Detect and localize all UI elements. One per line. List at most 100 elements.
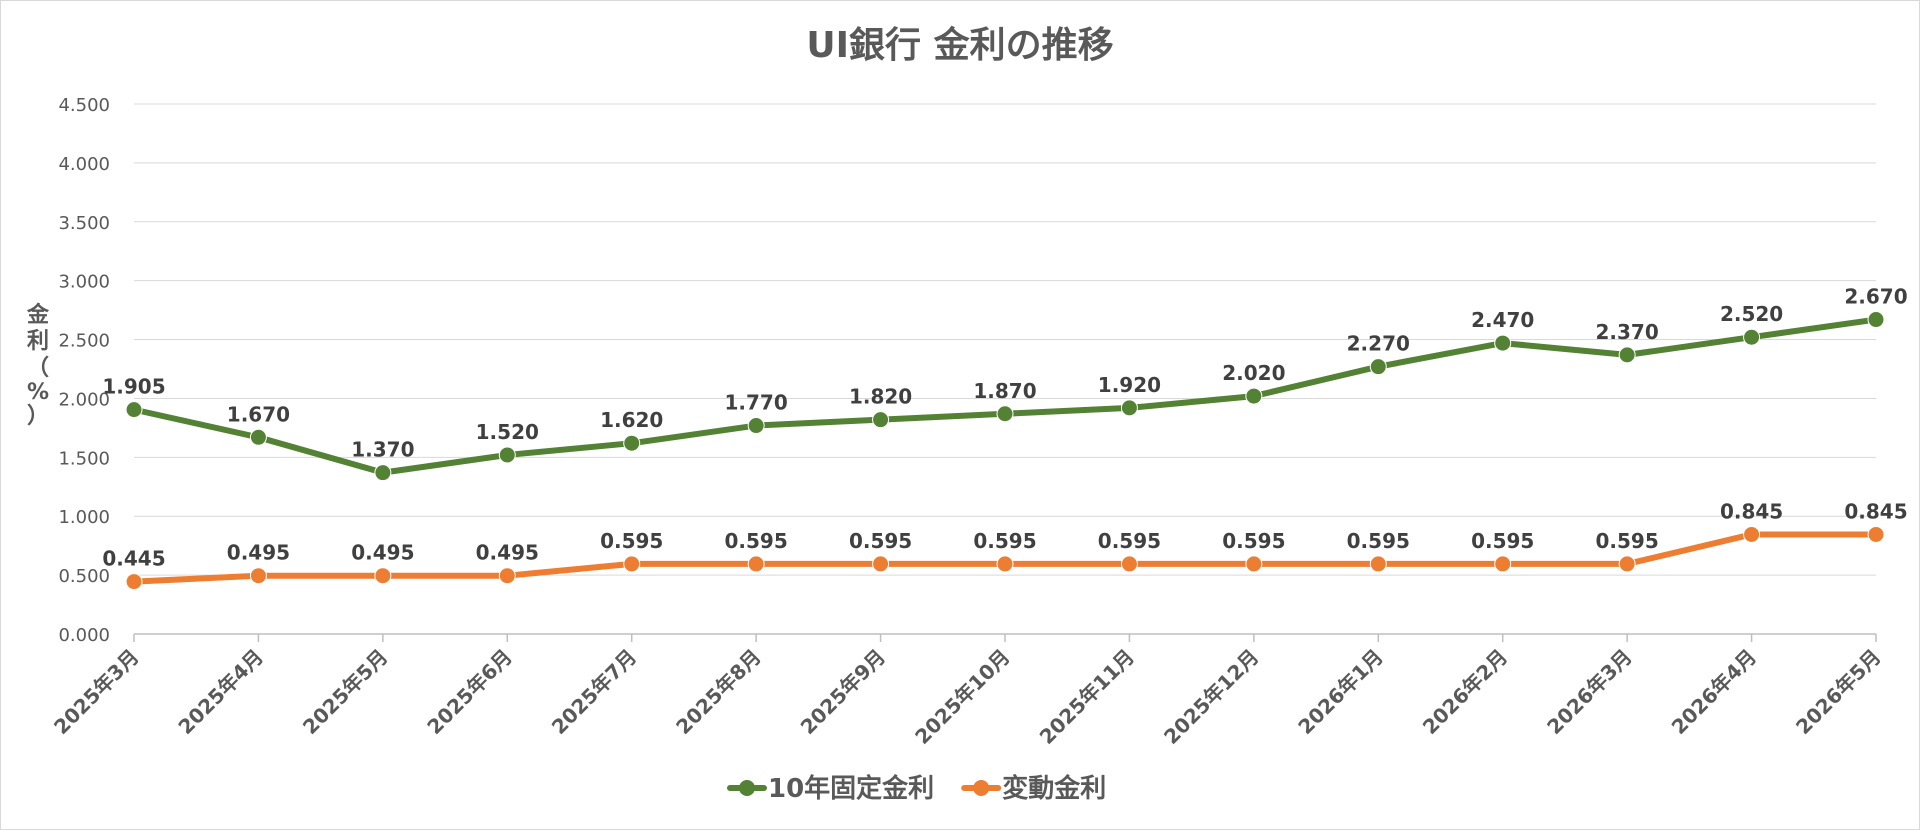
y-tick-label: 4.000: [58, 154, 110, 175]
data-label: 1.370: [351, 438, 414, 462]
data-label: 2.270: [1347, 332, 1410, 356]
legend-marker-swatch: [739, 780, 755, 796]
data-label: 2.020: [1222, 361, 1285, 385]
y-tick-label: 0.000: [58, 625, 110, 646]
data-label: 0.595: [973, 529, 1036, 553]
x-tick-label: 2025年3月: [49, 645, 143, 739]
y-tick-label: 3.500: [58, 213, 110, 234]
y-tick-label: 1.000: [58, 507, 110, 528]
data-label: 1.905: [102, 375, 165, 399]
y-axis-title-char: ）: [27, 404, 49, 429]
data-point[interactable]: [498, 446, 516, 464]
x-tick-label: 2026年4月: [1667, 645, 1761, 739]
x-tick-label: 2025年9月: [796, 645, 890, 739]
x-tick-label: 2025年7月: [547, 645, 641, 739]
y-tick-label: 2.000: [58, 389, 110, 410]
data-label: 2.370: [1596, 320, 1659, 344]
series-lines: [125, 311, 1885, 591]
data-point[interactable]: [125, 401, 143, 419]
data-label: 0.595: [849, 529, 912, 553]
data-label: 0.595: [725, 529, 788, 553]
data-point[interactable]: [1369, 555, 1387, 573]
data-point[interactable]: [374, 464, 392, 482]
legend-label: 10年固定金利: [768, 773, 934, 804]
data-point[interactable]: [1618, 346, 1636, 364]
y-tick-label: 0.500: [58, 566, 110, 587]
data-point[interactable]: [996, 405, 1014, 423]
data-point[interactable]: [623, 555, 641, 573]
data-label: 0.445: [102, 547, 165, 571]
data-label: 0.595: [1222, 529, 1285, 553]
data-point[interactable]: [623, 434, 641, 452]
data-point[interactable]: [1120, 399, 1138, 417]
legend[interactable]: 10年固定金利 変動金利: [727, 773, 1106, 804]
x-tick-label: 2025年4月: [173, 645, 267, 739]
data-point[interactable]: [249, 567, 267, 585]
x-tick-label: 2026年5月: [1791, 645, 1885, 739]
data-point[interactable]: [1245, 387, 1263, 405]
chart-title: UI銀行 金利の推移: [806, 24, 1113, 66]
legend-item[interactable]: 10年固定金利: [727, 773, 934, 804]
data-point[interactable]: [1494, 555, 1512, 573]
data-label: 1.670: [227, 402, 290, 426]
data-point[interactable]: [1743, 328, 1761, 346]
data-label: 1.770: [725, 391, 788, 415]
data-point[interactable]: [872, 411, 890, 429]
data-label: 0.595: [1471, 529, 1534, 553]
x-tick-label: 2025年6月: [422, 645, 516, 739]
data-point[interactable]: [747, 555, 765, 573]
data-label: 1.620: [600, 408, 663, 432]
x-tick-label: 2025年5月: [298, 645, 392, 739]
data-point[interactable]: [996, 555, 1014, 573]
data-label: 0.845: [1720, 499, 1783, 523]
x-tick-label: 2026年3月: [1542, 645, 1636, 739]
data-point[interactable]: [1120, 555, 1138, 573]
data-point[interactable]: [872, 555, 890, 573]
data-point[interactable]: [498, 567, 516, 585]
data-point[interactable]: [1494, 334, 1512, 352]
data-point[interactable]: [249, 428, 267, 446]
data-point[interactable]: [125, 573, 143, 591]
y-axis-title: 金利（%）: [26, 302, 50, 429]
data-point[interactable]: [1369, 358, 1387, 376]
data-label: 0.495: [351, 541, 414, 565]
data-label: 0.845: [1844, 499, 1907, 523]
data-label: 1.870: [973, 379, 1036, 403]
y-tick-label: 3.000: [58, 272, 110, 293]
data-labels: 1.905 1.670 1.370 1.520 1.620 1.770 1.820 1.870…: [102, 285, 1907, 571]
legend-label: 変動金利: [1002, 773, 1106, 804]
x-tick-label: 2025年10月: [910, 645, 1014, 749]
data-point[interactable]: [747, 417, 765, 435]
data-label: 1.820: [849, 385, 912, 409]
data-label: 0.495: [227, 541, 290, 565]
legend-item[interactable]: 変動金利: [961, 773, 1106, 804]
y-axis-title-char: 金: [26, 302, 50, 328]
y-axis-title-char: （: [27, 356, 49, 381]
y-tick-label: 4.500: [58, 95, 110, 116]
data-point[interactable]: [1867, 525, 1885, 543]
y-tick-label: 1.500: [58, 448, 110, 469]
y-axis: 0.000 0.500 1.000 1.500 2.000 2.500 3.000 3.500…: [58, 95, 110, 646]
data-label: 2.670: [1844, 285, 1907, 309]
x-axis: 2025年3月 2025年4月 2025年5月 2025年6月 2025年7月 2025年…: [49, 633, 1886, 749]
data-label: 1.520: [476, 420, 539, 444]
data-label: 0.595: [600, 529, 663, 553]
x-tick-label: 2026年1月: [1293, 645, 1387, 739]
data-point[interactable]: [1618, 555, 1636, 573]
x-tick-label: 2025年11月: [1035, 645, 1139, 749]
y-axis-title-char: %: [27, 380, 49, 405]
y-axis-title-char: 利: [27, 329, 49, 354]
data-label: 0.595: [1596, 529, 1659, 553]
data-label: 0.495: [476, 541, 539, 565]
data-label: 0.595: [1347, 529, 1410, 553]
y-tick-label: 2.500: [58, 331, 110, 352]
data-point[interactable]: [1245, 555, 1263, 573]
data-point[interactable]: [1867, 311, 1885, 329]
data-label: 2.470: [1471, 308, 1534, 332]
data-label: 1.920: [1098, 373, 1161, 397]
data-label: 2.520: [1720, 302, 1783, 326]
data-point[interactable]: [1743, 525, 1761, 543]
data-label: 0.595: [1098, 529, 1161, 553]
data-point[interactable]: [374, 567, 392, 585]
